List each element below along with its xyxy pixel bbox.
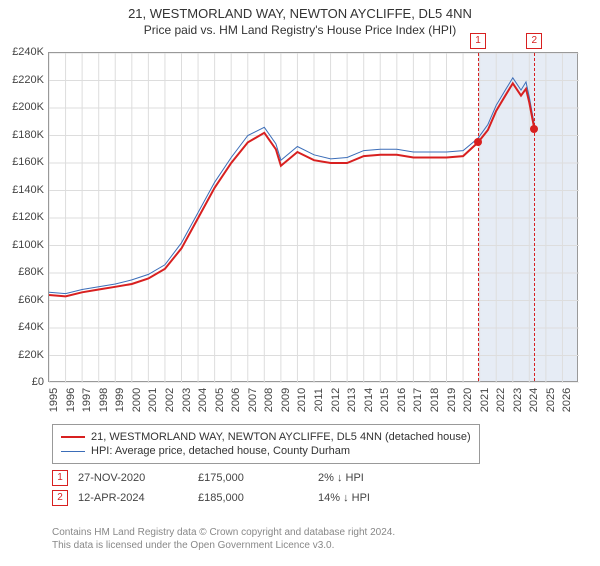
- x-tick-label: 2001: [147, 388, 159, 412]
- x-tick-label: 2022: [495, 388, 507, 412]
- y-tick-label: £40K: [0, 321, 44, 333]
- transaction-row: 2 12-APR-2024£185,00014% ↓ HPI: [52, 490, 438, 506]
- x-tick-label: 2017: [412, 388, 424, 412]
- x-tick-label: 2008: [263, 388, 275, 412]
- x-tick-label: 1999: [114, 388, 126, 412]
- x-tick-label: 2000: [131, 388, 143, 412]
- x-tick-label: 2019: [446, 388, 458, 412]
- x-tick-label: 2016: [396, 388, 408, 412]
- transaction-marker: 1: [52, 470, 68, 486]
- event-dot: [530, 125, 538, 133]
- plot-svg: [49, 53, 579, 383]
- transaction-delta: 2% ↓ HPI: [318, 472, 438, 484]
- transaction-date: 27-NOV-2020: [78, 472, 198, 484]
- y-tick-label: £140K: [0, 184, 44, 196]
- x-tick-label: 2006: [230, 388, 242, 412]
- x-tick-label: 2025: [545, 388, 557, 412]
- y-tick-label: £60K: [0, 294, 44, 306]
- x-tick-label: 2010: [296, 388, 308, 412]
- legend-label: HPI: Average price, detached house, Coun…: [91, 445, 350, 457]
- series-subject: [49, 83, 534, 296]
- transaction-delta: 14% ↓ HPI: [318, 492, 438, 504]
- x-tick-label: 2020: [462, 388, 474, 412]
- y-tick-label: £20K: [0, 349, 44, 361]
- x-tick-label: 2018: [429, 388, 441, 412]
- x-tick-label: 2011: [313, 388, 325, 412]
- transaction-price: £175,000: [198, 472, 318, 484]
- chart-title: 21, WESTMORLAND WAY, NEWTON AYCLIFFE, DL…: [0, 6, 600, 21]
- x-tick-label: 2009: [280, 388, 292, 412]
- plot-area: 12: [48, 52, 578, 382]
- x-tick-label: 2003: [181, 388, 193, 412]
- x-tick-label: 2002: [164, 388, 176, 412]
- y-tick-label: £180K: [0, 129, 44, 141]
- legend-swatch: [61, 451, 85, 452]
- chart-container: 21, WESTMORLAND WAY, NEWTON AYCLIFFE, DL…: [0, 6, 600, 566]
- x-tick-label: 1996: [65, 388, 77, 412]
- x-tick-label: 2004: [197, 388, 209, 412]
- y-tick-label: £120K: [0, 211, 44, 223]
- series-hpi: [49, 78, 534, 294]
- x-tick-label: 2026: [561, 388, 573, 412]
- event-label: 1: [470, 33, 486, 49]
- y-tick-label: £220K: [0, 74, 44, 86]
- y-tick-label: £80K: [0, 266, 44, 278]
- transaction-price: £185,000: [198, 492, 318, 504]
- footer-attribution: Contains HM Land Registry data © Crown c…: [52, 526, 395, 552]
- event-vline: [478, 53, 479, 381]
- x-tick-label: 2021: [479, 388, 491, 412]
- y-tick-label: £240K: [0, 46, 44, 58]
- transaction-table: 1 27-NOV-2020£175,0002% ↓ HPI 2 12-APR-2024…: [52, 466, 438, 510]
- x-tick-label: 2013: [346, 388, 358, 412]
- footer-line-2: This data is licensed under the Open Gov…: [52, 539, 395, 552]
- x-tick-label: 2015: [379, 388, 391, 412]
- y-tick-label: £0: [0, 376, 44, 388]
- legend-row: HPI: Average price, detached house, Coun…: [61, 445, 471, 457]
- x-tick-label: 2014: [363, 388, 375, 412]
- legend-row: 21, WESTMORLAND WAY, NEWTON AYCLIFFE, DL…: [61, 431, 471, 443]
- x-tick-label: 2024: [528, 388, 540, 412]
- x-tick-label: 1997: [81, 388, 93, 412]
- legend-swatch: [61, 436, 85, 438]
- x-tick-label: 2023: [512, 388, 524, 412]
- event-dot: [474, 138, 482, 146]
- transaction-marker: 2: [52, 490, 68, 506]
- y-tick-label: £160K: [0, 156, 44, 168]
- transaction-row: 1 27-NOV-2020£175,0002% ↓ HPI: [52, 470, 438, 486]
- legend-label: 21, WESTMORLAND WAY, NEWTON AYCLIFFE, DL…: [91, 431, 471, 443]
- event-vline: [534, 53, 535, 381]
- legend: 21, WESTMORLAND WAY, NEWTON AYCLIFFE, DL…: [52, 424, 480, 464]
- y-tick-label: £200K: [0, 101, 44, 113]
- transaction-date: 12-APR-2024: [78, 492, 198, 504]
- x-tick-label: 1995: [48, 388, 60, 412]
- x-tick-label: 1998: [98, 388, 110, 412]
- event-label: 2: [526, 33, 542, 49]
- x-tick-label: 2012: [330, 388, 342, 412]
- x-tick-label: 2005: [214, 388, 226, 412]
- chart-subtitle: Price paid vs. HM Land Registry's House …: [0, 23, 600, 37]
- x-tick-label: 2007: [247, 388, 259, 412]
- y-tick-label: £100K: [0, 239, 44, 251]
- footer-line-1: Contains HM Land Registry data © Crown c…: [52, 526, 395, 539]
